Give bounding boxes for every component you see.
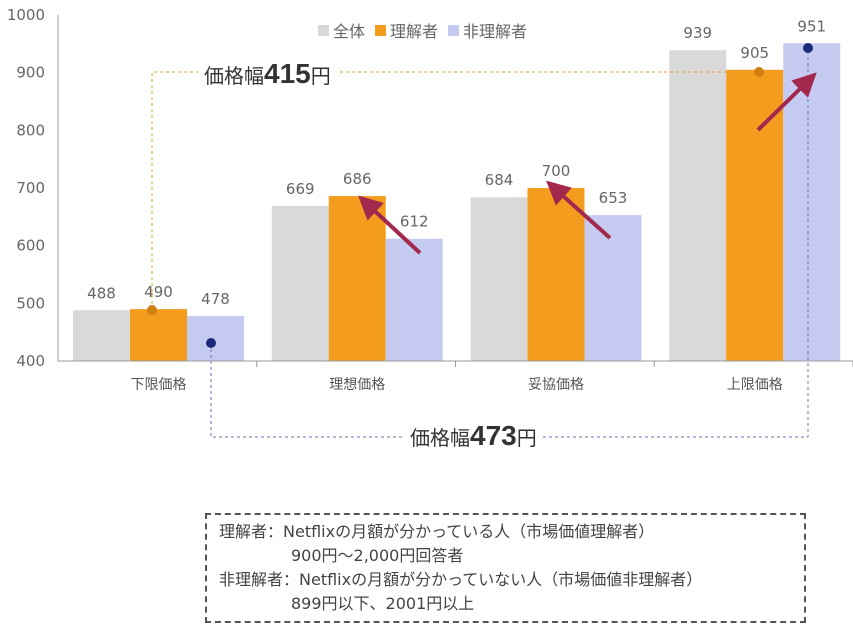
data-label: 669 <box>286 180 315 198</box>
bar <box>130 309 187 361</box>
bar <box>726 69 784 362</box>
note-line: 899円以下、2001円以上 <box>291 594 475 613</box>
x-category-label: 理想価格 <box>329 377 385 393</box>
x-category-label: 妥協価格 <box>528 377 584 393</box>
annotation-suffix: 円 <box>516 426 537 450</box>
data-label: 612 <box>400 213 429 231</box>
bar <box>328 196 386 361</box>
y-tick-label: 800 <box>16 121 45 139</box>
legend-swatch <box>448 25 460 36</box>
marker-dot-navy <box>206 338 216 348</box>
y-tick-label: 700 <box>16 179 45 197</box>
annotation-prefix: 価格幅 <box>204 64 264 88</box>
bar <box>385 238 443 361</box>
y-tick-label: 400 <box>16 352 45 370</box>
trend-arrow <box>358 195 422 255</box>
y-tick-label: 600 <box>16 237 45 255</box>
x-category-label: 下限価格 <box>131 377 187 393</box>
bar <box>669 50 727 361</box>
data-label: 684 <box>485 171 514 189</box>
bar <box>584 215 642 361</box>
data-label: 951 <box>797 17 826 35</box>
legend-swatch <box>318 25 329 36</box>
annotation-suffix: 円 <box>310 64 331 88</box>
legend-label: 非理解者 <box>463 22 527 41</box>
bar <box>73 310 130 361</box>
legend-swatch <box>375 25 387 36</box>
data-label: 653 <box>599 189 628 207</box>
data-label: 478 <box>201 290 230 308</box>
price-range-annotation-understanders: 価格幅415円 <box>198 58 337 90</box>
bar <box>271 205 329 361</box>
bar <box>187 316 244 361</box>
annotation-prefix: 価格幅 <box>410 426 470 450</box>
marker-dot-orange <box>147 305 157 315</box>
data-label: 939 <box>683 24 712 42</box>
price-range-annotation-non-understanders: 価格幅473円 <box>404 420 543 452</box>
data-label: 905 <box>740 44 769 62</box>
y-tick-label: 900 <box>16 64 45 82</box>
data-label: 488 <box>87 284 116 302</box>
note-line: 理解者：Netflixの月額が分かっている人（市場価値理解者） <box>219 522 655 541</box>
data-label: 490 <box>144 283 173 301</box>
y-tick-label: 500 <box>16 294 45 312</box>
annotation-value: 473 <box>470 420 517 451</box>
legend-label: 全体 <box>333 22 365 41</box>
bar <box>783 43 841 362</box>
marker-dot-orange <box>754 67 764 77</box>
data-label: 700 <box>542 162 571 180</box>
y-tick-label: 1000 <box>7 6 45 24</box>
trend-arrow <box>546 180 612 240</box>
note-line: 非理解者：Netflixの月額が分かっていない人（市場価値非理解者） <box>219 570 703 589</box>
data-label: 686 <box>343 170 372 188</box>
bar <box>527 188 585 361</box>
bar <box>470 197 528 361</box>
x-category-label: 上限価格 <box>727 377 783 393</box>
range-line-understanders <box>151 71 760 310</box>
marker-dot-navy <box>803 43 813 53</box>
bar-chart: 400 500 600 700 800 900 1000 下限価格 理想価格 妥協価格 上限価格 4… <box>7 6 853 438</box>
trend-arrow <box>756 72 817 132</box>
annotation-value: 415 <box>264 58 311 89</box>
legend-label: 理解者 <box>390 22 438 41</box>
definition-note: 理解者：Netflixの月額が分かっている人（市場価値理解者） 900円〜2,0… <box>205 513 806 623</box>
note-line: 900円〜2,000円回答者 <box>291 546 464 565</box>
